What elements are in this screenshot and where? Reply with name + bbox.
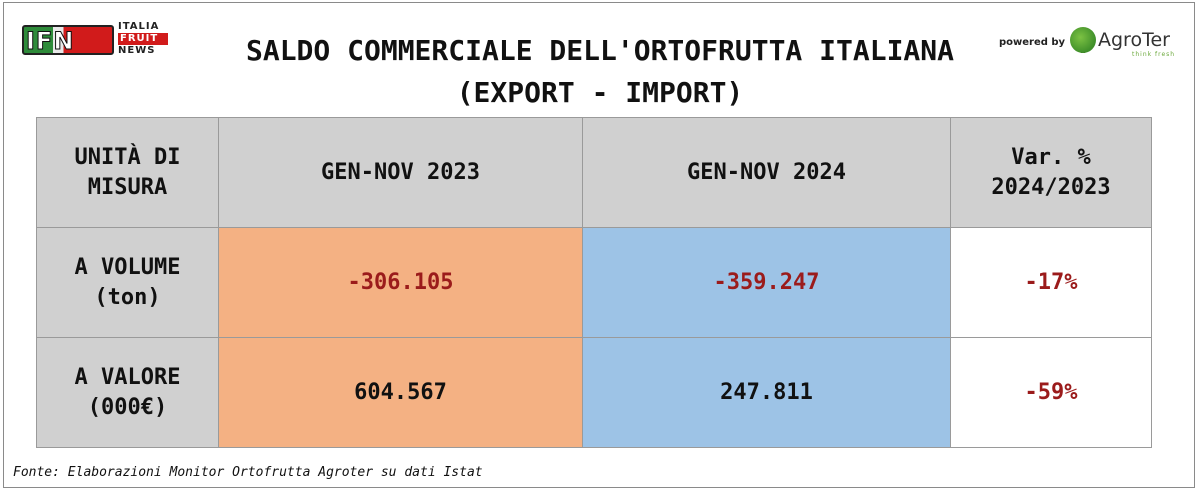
header-var-line-2: 2024/2023 — [991, 174, 1111, 200]
table-row-volume: A VOLUME (ton) -306.105 -359.247 -17% — [36, 227, 1152, 338]
title-line-1: SALDO COMMERCIALE DELL'ORTOFRUTTA ITALIA… — [245, 34, 954, 67]
powered-by-label: powered by — [999, 37, 1066, 48]
ifn-logo: IFN ITALIA FRUIT NEWS — [22, 19, 172, 59]
header-2023: GEN-NOV 2023 — [218, 117, 583, 228]
row-label-line-2: (000€) — [87, 394, 168, 420]
header-2024: GEN-NOV 2024 — [582, 117, 951, 228]
cell-value-2023: 604.567 — [218, 337, 583, 448]
page-frame — [3, 2, 1195, 488]
title-line-2: (EXPORT - IMPORT) — [456, 76, 744, 109]
header-unit: UNITÀ DI MISURA — [36, 117, 219, 228]
row-label-line-2: (ton) — [94, 284, 161, 310]
table-header-row: UNITÀ DI MISURA GEN-NOV 2023 GEN-NOV 202… — [36, 117, 1152, 228]
ifn-line-fruit: FRUIT — [118, 33, 168, 45]
ifn-logo-subtitle: ITALIA FRUIT NEWS — [118, 21, 178, 57]
trade-balance-table: UNITÀ DI MISURA GEN-NOV 2023 GEN-NOV 202… — [36, 117, 1152, 448]
table-row-value: A VALORE (000€) 604.567 247.811 -59% — [36, 337, 1152, 448]
ifn-logo-text: IFN — [25, 27, 75, 55]
header-variation: Var. % 2024/2023 — [950, 117, 1152, 228]
agroter-tagline: think fresh — [1132, 51, 1176, 58]
ifn-line-news: NEWS — [118, 45, 156, 56]
ifn-flag-icon: IFN — [22, 25, 114, 55]
row-label-value: A VALORE (000€) — [36, 337, 219, 448]
source-note: Fonte: Elaborazioni Monitor Ortofrutta A… — [13, 465, 483, 480]
row-label-line-1: A VALORE — [74, 364, 181, 390]
page-title: SALDO COMMERCIALE DELL'ORTOFRUTTA ITALIA… — [200, 30, 1000, 114]
cell-volume-variation: -17% — [950, 227, 1152, 338]
header-unit-line-2: MISURA — [87, 174, 168, 200]
agroter-brand: AgroTer — [1098, 29, 1170, 51]
cell-volume-2023: -306.105 — [218, 227, 583, 338]
row-label-volume: A VOLUME (ton) — [36, 227, 219, 338]
header-unit-line-1: UNITÀ DI — [74, 144, 181, 170]
agroter-logo: AgroTer think fresh — [1070, 25, 1180, 59]
ifn-line-italia: ITALIA — [118, 21, 160, 32]
cell-volume-2024: -359.247 — [582, 227, 951, 338]
tree-icon — [1070, 27, 1096, 53]
cell-value-2024: 247.811 — [582, 337, 951, 448]
cell-value-variation: -59% — [950, 337, 1152, 448]
header-var-line-1: Var. % — [1011, 144, 1091, 170]
row-label-line-1: A VOLUME — [74, 254, 181, 280]
